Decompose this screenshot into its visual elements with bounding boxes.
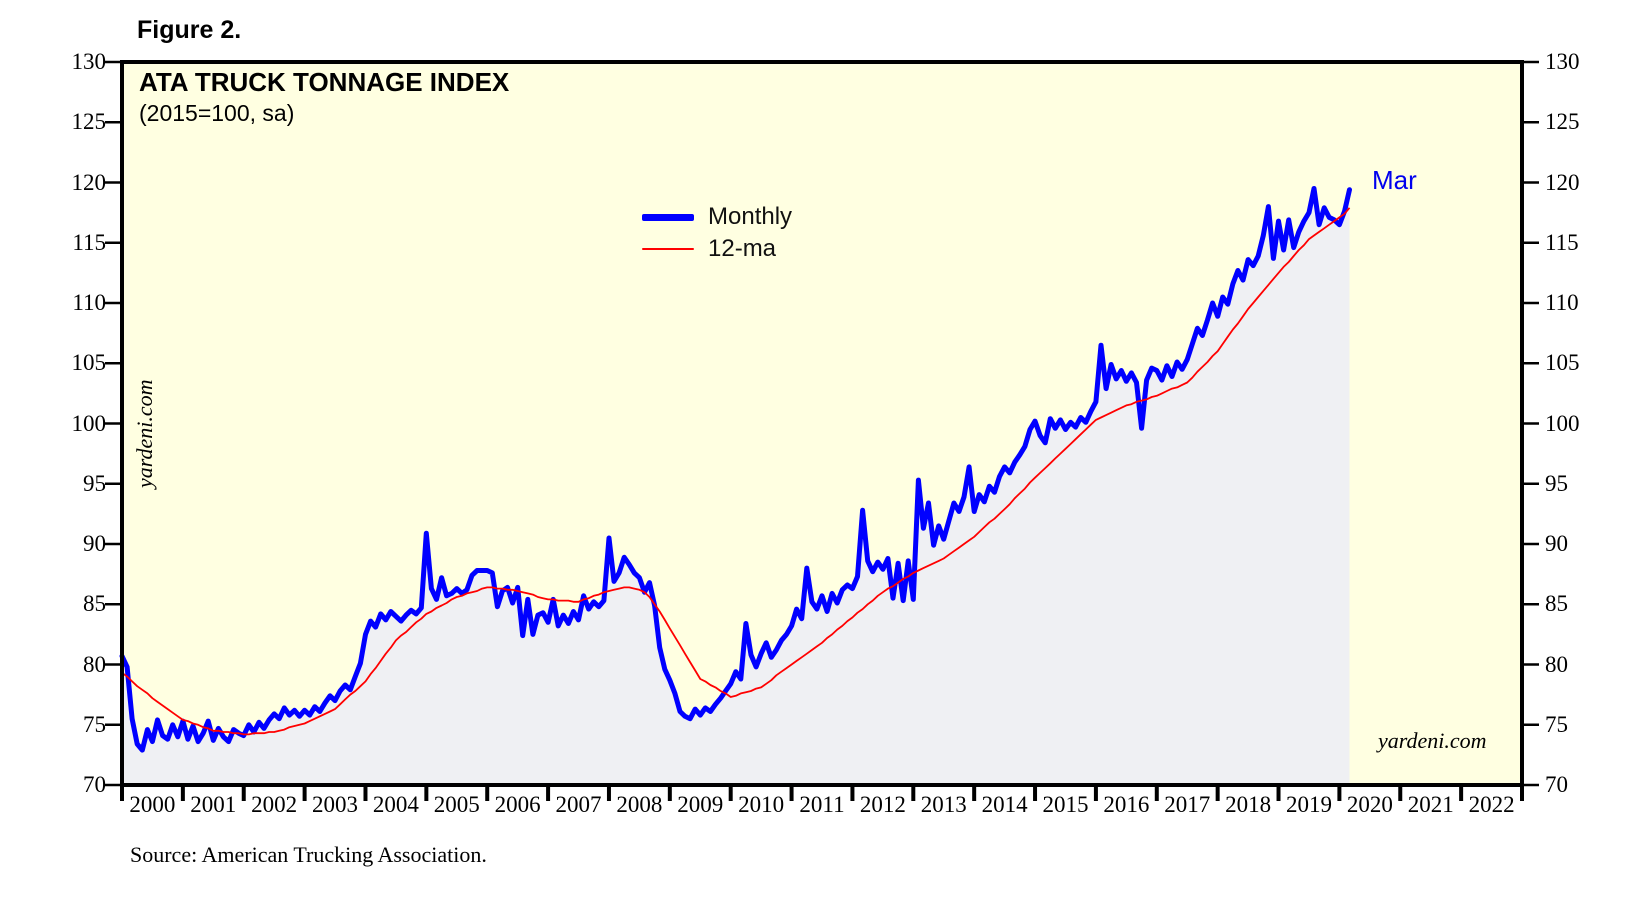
legend: Monthly 12-ma — [642, 201, 792, 265]
ma-line-swatch — [642, 248, 694, 250]
x-axis-year-label: 2019 — [1285, 792, 1332, 817]
chart-subtitle: (2015=100, sa) — [139, 100, 295, 126]
y-axis-tick-label-right: 80 — [1545, 651, 1568, 677]
x-axis-year-label: 2015 — [1042, 792, 1089, 817]
y-axis-tick-label-left: 115 — [72, 229, 106, 255]
x-axis-year-label: 2001 — [190, 792, 237, 817]
y-axis-tick-label-right: 75 — [1545, 711, 1568, 737]
monthly-series-line — [119, 186, 1352, 753]
12ma-series-line — [121, 207, 1351, 736]
y-axis-tick-label-left: 95 — [83, 470, 106, 496]
legend-label-monthly: Monthly — [708, 203, 793, 230]
y-axis-tick-label-left: 75 — [83, 711, 106, 737]
y-axis-tick-label-right: 70 — [1545, 772, 1568, 797]
legend-label-12ma: 12-ma — [708, 235, 777, 262]
legend-row-12ma: 12-ma — [642, 233, 792, 265]
y-axis-tick-label-right: 120 — [1545, 169, 1580, 195]
x-axis-year-label: 2014 — [981, 792, 1028, 817]
x-axis-year-label: 2017 — [1164, 792, 1211, 817]
y-axis-tick-label-right: 85 — [1545, 591, 1568, 617]
x-axis-year-label: 2013 — [920, 792, 967, 817]
y-axis-tick-label-left: 70 — [83, 772, 106, 797]
chart-title: ATA TRUCK TONNAGE INDEX — [139, 67, 510, 97]
x-axis-year-label: 2020 — [1346, 792, 1393, 817]
x-axis-year-label: 2010 — [738, 792, 785, 817]
x-axis-year-label: 2018 — [1225, 792, 1272, 817]
x-axis-year-label: 2006 — [494, 792, 541, 817]
x-axis-year-label: 2005 — [433, 792, 480, 817]
x-axis-year-label: 2021 — [1407, 792, 1454, 817]
y-axis-tick-label-right: 95 — [1545, 470, 1568, 496]
watermark-bottom-right: yardeni.com — [1378, 728, 1487, 753]
area-fill-under-monthly — [122, 188, 1350, 785]
y-axis-tick-label-left: 130 — [71, 49, 107, 74]
end-label: Mar — [1372, 165, 1417, 195]
x-axis-year-label: 2011 — [799, 792, 845, 817]
y-axis-tick-label-left: 110 — [72, 290, 106, 315]
source-note: Source: American Trucking Association. — [130, 842, 487, 867]
legend-row-monthly: Monthly — [642, 201, 792, 233]
y-axis-tick-label-left: 85 — [83, 591, 106, 617]
y-axis-tick-label-left: 100 — [71, 410, 107, 436]
x-axis-year-label: 2003 — [312, 792, 359, 817]
monthly-line-swatch — [642, 213, 694, 221]
y-axis-tick-label-left: 120 — [71, 169, 107, 195]
y-axis-tick-label-right: 125 — [1545, 109, 1580, 135]
plot-frame — [120, 60, 1524, 787]
watermark-vertical: yardeni.com — [132, 379, 157, 488]
x-axis-year-label: 2008 — [616, 792, 663, 817]
y-axis-tick-label-left: 80 — [83, 651, 106, 677]
y-axis-tick-label-left: 105 — [71, 350, 107, 376]
x-axis-year-label: 2007 — [555, 792, 602, 817]
x-axis-year-label: 2004 — [372, 792, 419, 817]
x-axis-year-label: 2009 — [677, 792, 724, 817]
x-axis-year-label: 2022 — [1468, 792, 1515, 817]
y-axis-tick-label-left: 90 — [83, 531, 106, 556]
y-axis-tick-label-right: 115 — [1545, 229, 1579, 255]
figure-label: Figure 2. — [137, 16, 242, 44]
y-axis-tick-label-right: 105 — [1545, 350, 1580, 376]
x-axis-year-label: 2016 — [1103, 792, 1150, 817]
y-axis-tick-label-right: 110 — [1545, 290, 1579, 315]
y-axis-tick-label-left: 125 — [71, 109, 107, 135]
x-axis-year-label: 2012 — [859, 792, 906, 817]
x-axis-year-label: 2002 — [251, 792, 298, 817]
y-axis-tick-label-right: 90 — [1545, 531, 1568, 556]
x-axis-year-label: 2000 — [129, 792, 176, 817]
y-axis-tick-label-right: 100 — [1545, 410, 1580, 436]
y-axis-tick-label-right: 130 — [1545, 49, 1580, 74]
